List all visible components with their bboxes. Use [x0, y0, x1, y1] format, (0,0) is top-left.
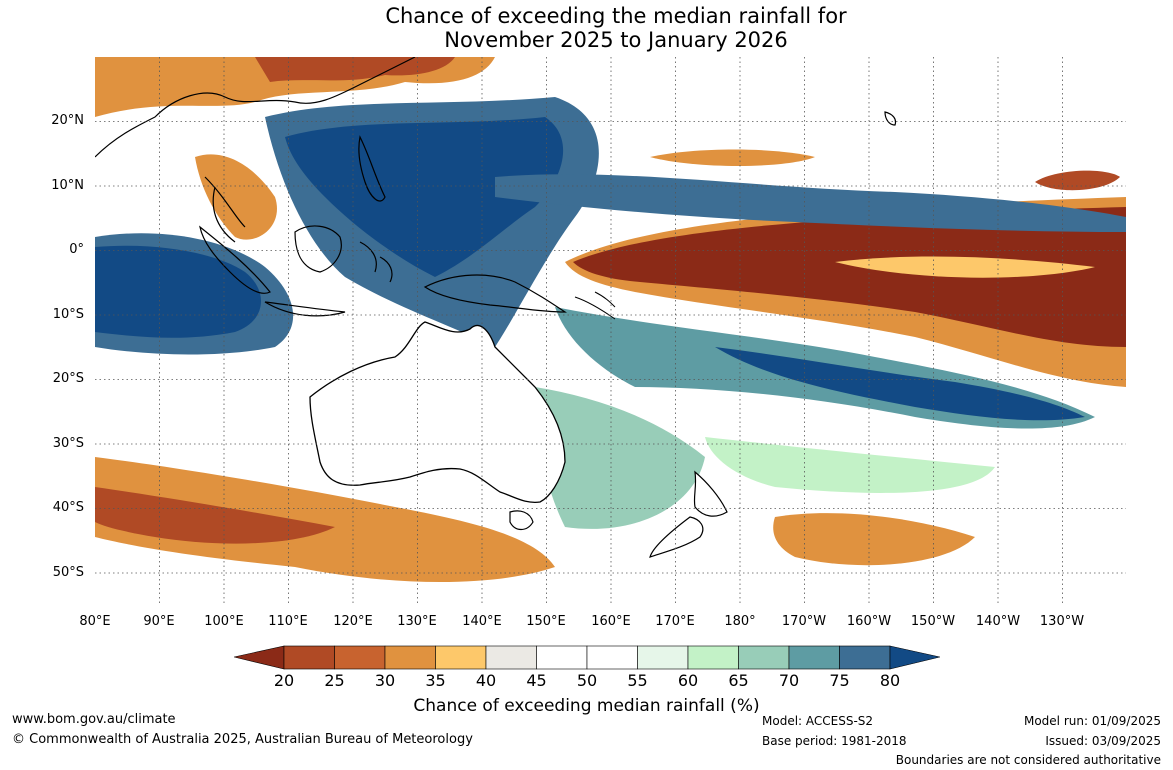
dry-spot-hawaii-east [1035, 170, 1120, 191]
lon-label-100e: 100°E [204, 614, 244, 629]
colorbar-tick-45: 45 [526, 671, 547, 690]
footer-model-run: Model run: 01/09/2025 [1023, 714, 1161, 728]
colorbar-tick-20: 20 [273, 671, 295, 690]
lon-label-110e: 110°E [268, 614, 308, 629]
colorbar-swatch-35-40 [435, 645, 487, 670]
dry-region-indochina [195, 154, 277, 240]
colorbar-tick-25: 25 [324, 671, 345, 690]
lat-label-40s: 40°S [52, 500, 84, 515]
australia-outline [309, 321, 566, 503]
footer-website: www.bom.gov.au/climate [12, 712, 176, 727]
colorbar-swatch-45-50 [536, 645, 588, 670]
lon-label-150e: 150°E [526, 614, 566, 629]
footer-disclaimer: Boundaries are not considered authoritat… [895, 753, 1161, 767]
lat-label-10n: 10°N [51, 178, 84, 193]
colorbar-swatch-40-45 [485, 645, 537, 670]
colorbar-tick-60: 60 [677, 671, 699, 690]
colorbar-tick-40: 40 [475, 671, 497, 690]
graticule [95, 57, 1126, 605]
lat-label-30s: 30°S [52, 436, 84, 451]
footer-base-period: Base period: 1981-2018 [762, 734, 907, 748]
solomon-islands-outline [574, 291, 616, 320]
new-zealand-south-island [649, 516, 704, 558]
rainfall-map-svg [95, 57, 1126, 605]
colorbar-swatch-55-60 [637, 645, 689, 670]
lon-label-130e: 130°E [397, 614, 437, 629]
hawaii-outline [884, 111, 897, 126]
colorbar-high-arrow [889, 645, 941, 670]
colorbar-title: Chance of exceeding median rainfall (%) [413, 696, 760, 716]
dry-band-southern-west-core [95, 487, 335, 544]
lon-label-150w: 150°W [910, 614, 956, 629]
colorbar-tick-70: 70 [778, 671, 800, 690]
new-guinea-outline [423, 274, 567, 313]
lon-label-180: 180° [724, 614, 756, 629]
colorbar-swatch-20-25 [283, 645, 335, 670]
borneo-outline [294, 225, 342, 273]
footer-issued: Issued: 03/09/2025 [1045, 734, 1161, 748]
lon-label-130w: 130°W [1039, 614, 1085, 629]
colorbar-low-arrow [233, 645, 285, 670]
colorbar-swatch-60-65 [687, 645, 739, 670]
lon-label-90e: 90°E [143, 614, 175, 629]
dry-band-southern-east [773, 513, 975, 566]
lon-label-170w: 170°W [781, 614, 827, 629]
sumatra-outline [199, 225, 271, 294]
colorbar-tick-65: 65 [728, 671, 749, 690]
colorbar-swatch-25-30 [334, 645, 386, 670]
lat-label-50s: 50°S [52, 565, 84, 580]
wet-fringe-tasman [535, 387, 705, 529]
lon-label-160e: 160°E [591, 614, 631, 629]
colorbar-tick-80: 80 [879, 671, 901, 690]
lat-label-equator: 0° [69, 242, 84, 257]
lat-label-20n: 20°N [51, 113, 84, 128]
new-zealand-north-island [693, 470, 728, 517]
tasmania-outline [509, 510, 534, 531]
lon-label-140w: 140°W [975, 614, 1021, 629]
dry-band-north-pacific [650, 149, 815, 166]
lat-label-10s: 10°S [52, 307, 84, 322]
colorbar-swatch-30-35 [384, 645, 436, 670]
colorbar-swatch-70-75 [788, 645, 840, 670]
philippines-outline [358, 135, 386, 202]
wet-fringe-south-pacific [705, 437, 995, 493]
colorbar-tick-50: 50 [576, 671, 598, 690]
colorbar-tick-35: 35 [425, 671, 446, 690]
lat-label-20s: 20°S [52, 371, 84, 386]
colorbar-tick-75: 75 [829, 671, 850, 690]
footer-model: Model: ACCESS-S2 [762, 714, 874, 728]
lon-label-160w: 160°W [846, 614, 892, 629]
colorbar [233, 645, 941, 671]
map-title: Chance of exceeding the median rainfall … [0, 4, 1173, 52]
dry-region-north-core [255, 57, 455, 82]
colorbar-swatch-75-80 [839, 645, 891, 670]
colorbar-tick-55: 55 [627, 671, 648, 690]
colorbar-swatch-50-55 [586, 645, 638, 670]
rainfall-map [95, 57, 1126, 605]
footer-copyright: © Commonwealth of Australia 2025, Austra… [12, 732, 473, 747]
wet-band-north-pacific [495, 174, 1126, 232]
lon-label-140e: 140°E [462, 614, 502, 629]
title-line-2: November 2025 to January 2026 [444, 28, 788, 52]
colorbar-swatch-65-70 [738, 645, 790, 670]
wet-band-spcz [715, 347, 1085, 421]
lon-label-170e: 170°E [655, 614, 695, 629]
colorbar-svg [233, 645, 941, 670]
dry-band-southern-west [95, 457, 555, 582]
asia-coastline [95, 57, 416, 243]
lon-label-120e: 120°E [333, 614, 373, 629]
title-line-1: Chance of exceeding the median rainfall … [385, 4, 847, 28]
dry-tongue-pacific [573, 207, 1126, 347]
wet-region-maritime-continent [285, 117, 564, 277]
sulawesi-outline [359, 241, 393, 283]
colorbar-tick-30: 30 [374, 671, 396, 690]
lon-label-80e: 80°E [79, 614, 111, 629]
dry-tongue-gap [835, 256, 1095, 278]
